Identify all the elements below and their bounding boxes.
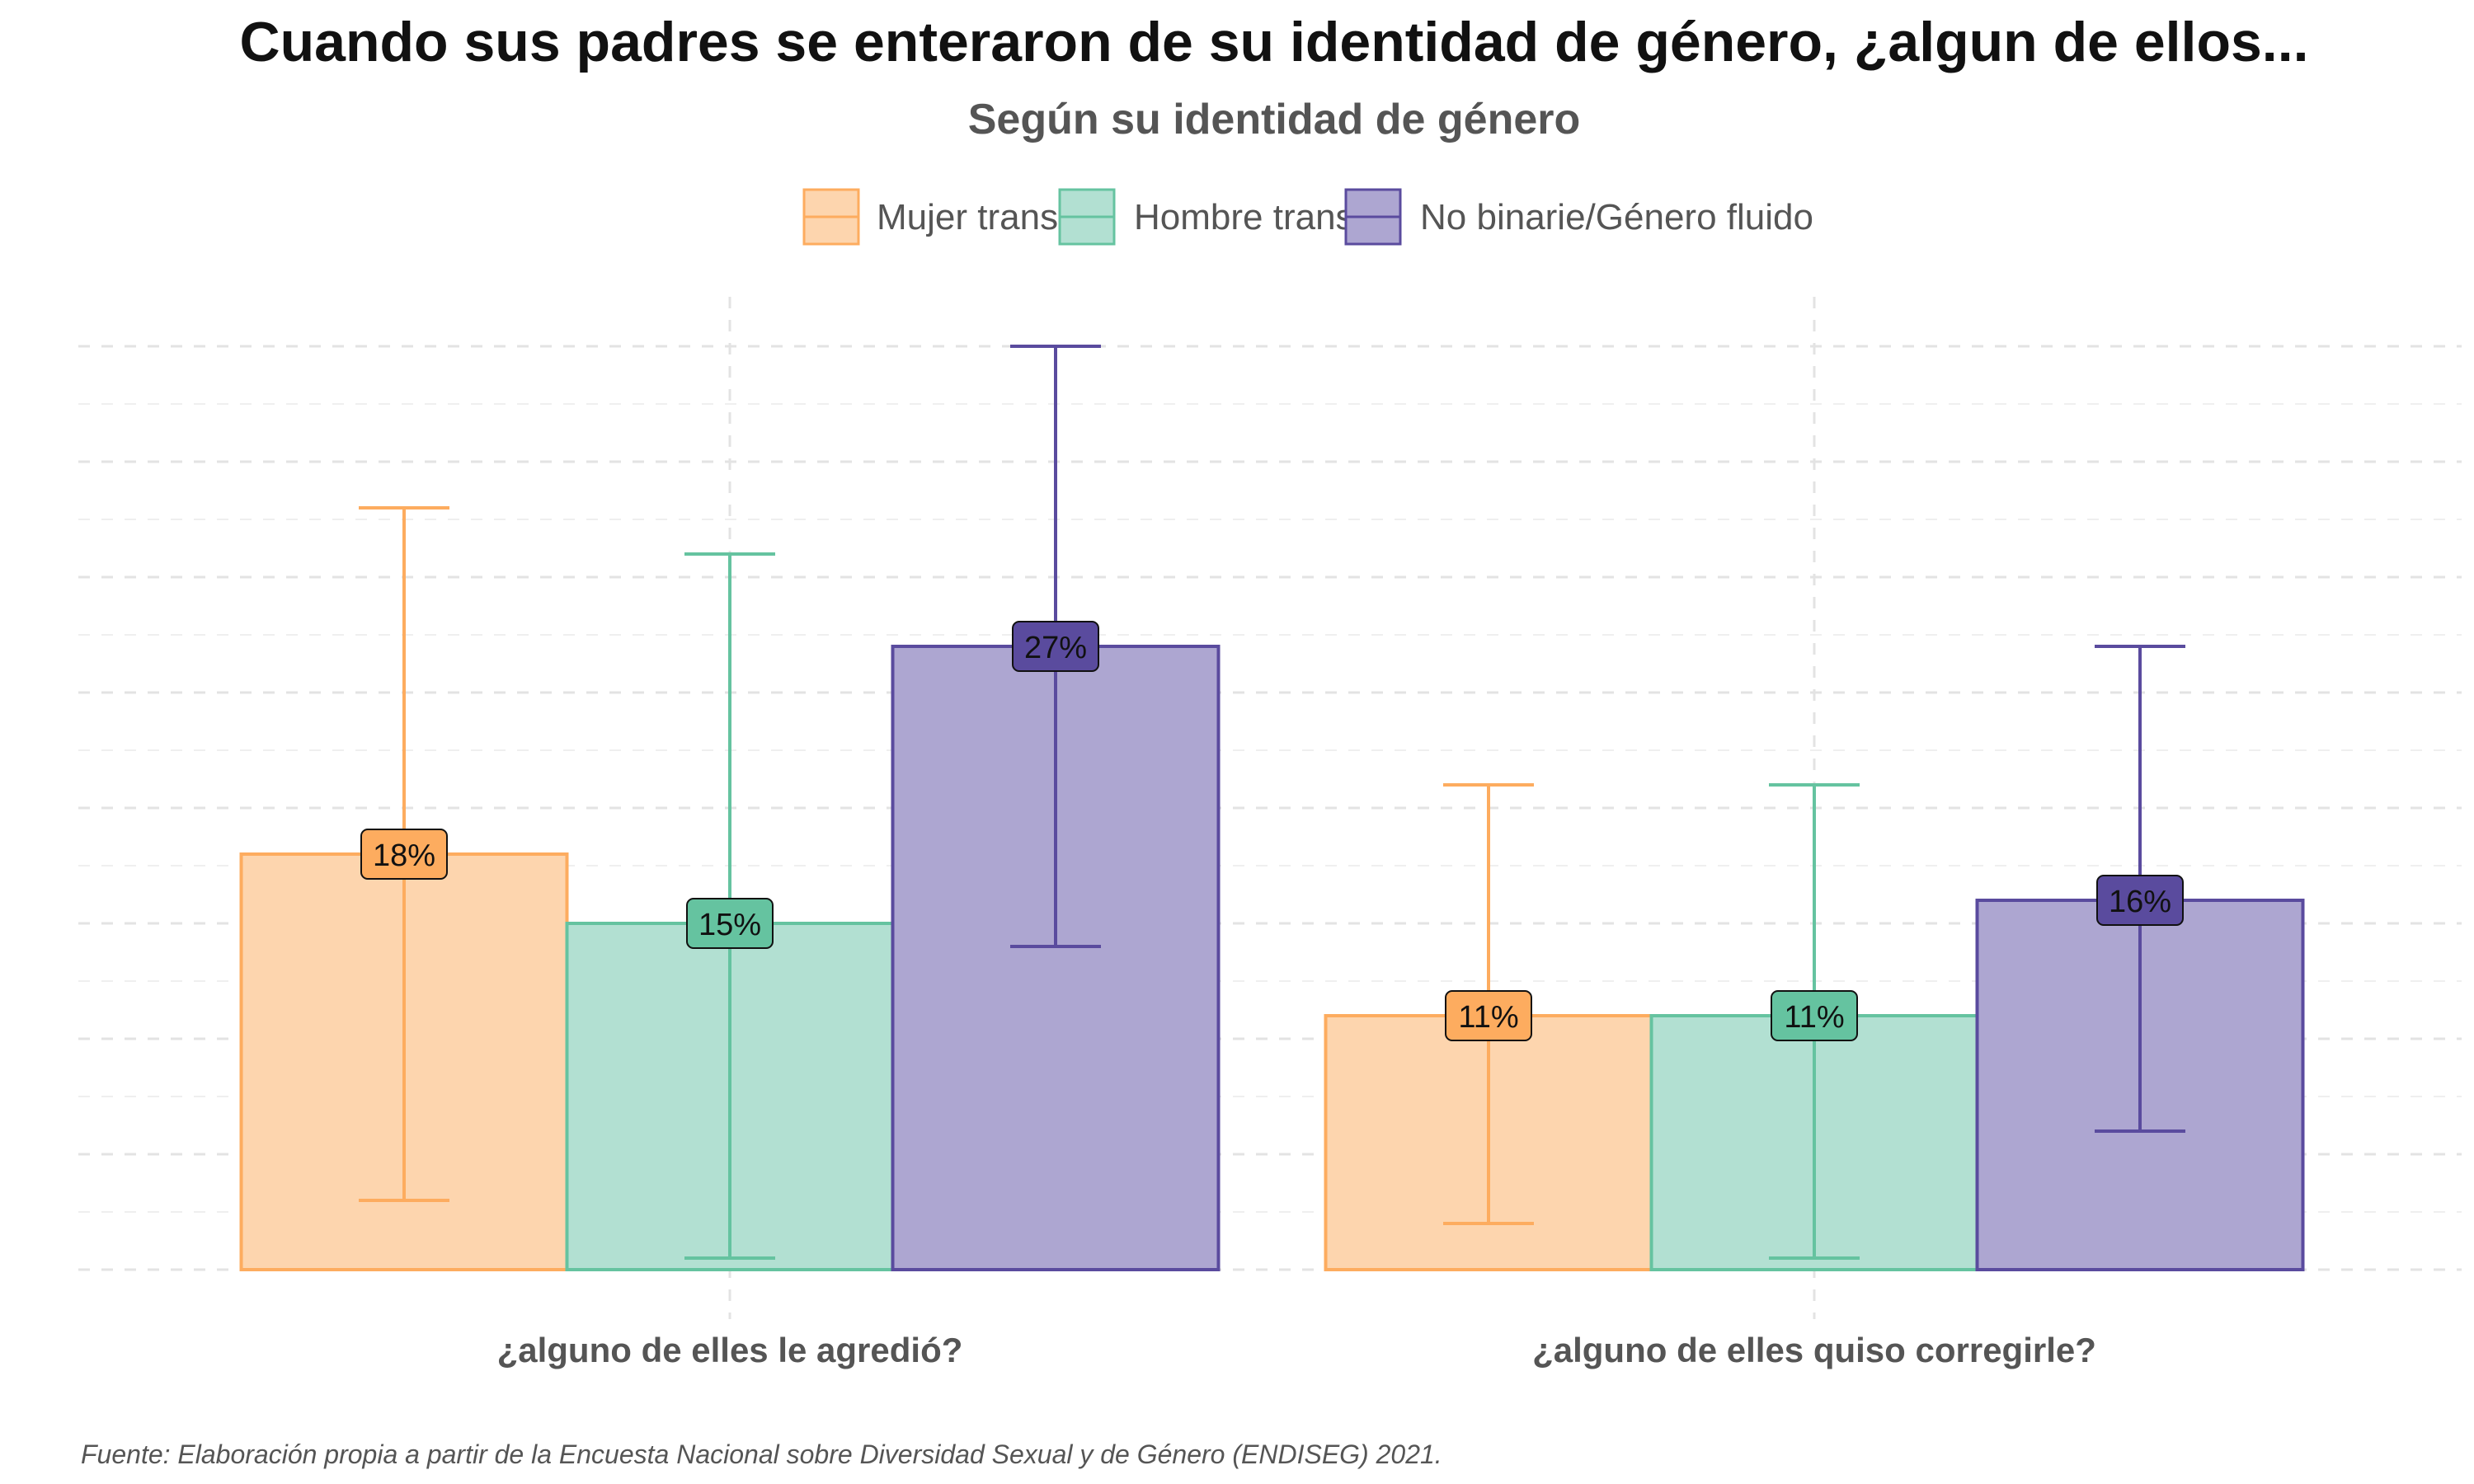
data-label: 11%	[1784, 1000, 1844, 1035]
data-labels: 18% 15% 27% 11% 11% 16%	[360, 621, 2184, 1041]
x-tick-label: ¿alguno de elles le agredió?	[497, 1331, 963, 1369]
chart-subtitle: Según su identidad de género	[968, 96, 1581, 143]
data-label: 27%	[1024, 631, 1087, 665]
data-label: 16%	[2109, 885, 2171, 919]
chart-caption: Fuente: Elaboración propia a partir de l…	[81, 1439, 1442, 1469]
x-axis-ticks: ¿alguno de elles le agredió? ¿alguno de e…	[497, 1331, 2096, 1369]
data-label-box	[1771, 990, 1858, 1041]
data-label: 15%	[698, 908, 761, 942]
data-label-box	[2096, 875, 2184, 926]
data-label-box	[360, 829, 448, 880]
legend: Mujer trans Hombre trans No binarie/Género…	[802, 188, 1813, 246]
legend-label: Hombre trans	[1134, 197, 1354, 237]
data-label: 18%	[373, 838, 435, 873]
data-label-box	[1012, 621, 1099, 672]
data-label: 11%	[1458, 1000, 1518, 1035]
x-tick-label: ¿alguno de elles quiso corregirle?	[1532, 1331, 2096, 1369]
chart-title: Cuando sus padres se enteraron de su ide…	[240, 11, 2309, 73]
legend-label: No binarie/Género fluido	[1420, 197, 1813, 237]
legend-label: Mujer trans	[877, 197, 1058, 237]
bars	[239, 645, 2305, 1271]
data-label-box	[686, 898, 774, 949]
data-label-box	[1445, 990, 1532, 1041]
